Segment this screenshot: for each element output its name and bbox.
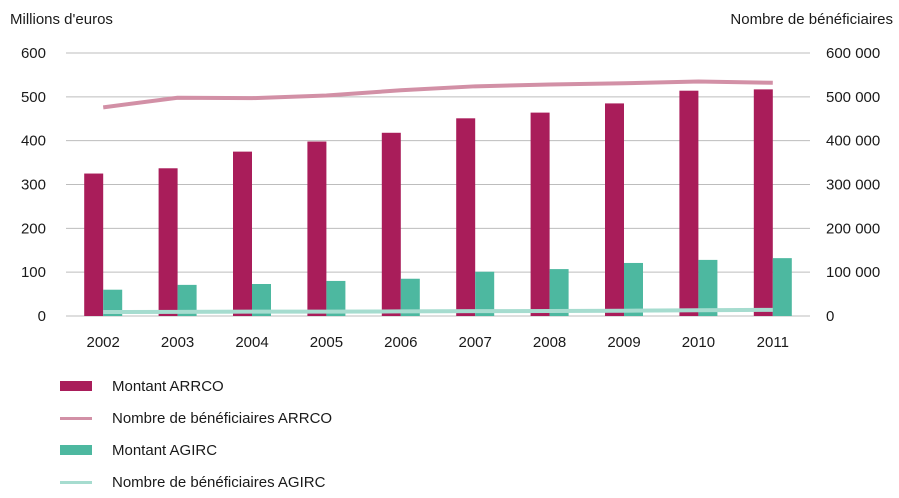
bar-montant-agirc bbox=[772, 258, 792, 316]
right-tick-label: 100 000 bbox=[826, 264, 880, 281]
bar-group bbox=[84, 89, 792, 317]
left-axis-title: Millions d'euros bbox=[10, 11, 113, 28]
legend-swatch-beneficiaires-arrco bbox=[60, 416, 92, 420]
x-tick-label: 2008 bbox=[533, 334, 566, 351]
line-group bbox=[102, 79, 773, 315]
left-tick-label: 200 bbox=[21, 220, 46, 237]
bar-montant-agirc bbox=[177, 284, 197, 316]
legend-label-beneficiaires-agirc: Nombre de bénéficiaires AGIRC bbox=[112, 473, 326, 491]
legend-label-beneficiaires-arrco: Nombre de bénéficiaires ARRCO bbox=[112, 409, 333, 427]
left-tick-label: 0 bbox=[38, 308, 46, 325]
left-tick-label: 400 bbox=[21, 133, 46, 150]
x-axis-ticks: 2002 2003 2004 2005 2006 2007 2008 2009 2010 2011 bbox=[87, 334, 789, 351]
bar-montant-agirc bbox=[252, 284, 271, 316]
legend-item-montant-agirc: Montant AGIRC bbox=[60, 434, 332, 466]
bar-montant-arrco bbox=[456, 118, 476, 316]
x-tick-label: 2006 bbox=[384, 334, 417, 351]
left-axis-ticks: 0 100 200 300 400 500 600 bbox=[21, 45, 46, 325]
right-tick-label: 600 000 bbox=[826, 45, 880, 62]
right-tick-label: 0 bbox=[826, 308, 834, 325]
legend-label-montant-agirc: Montant AGIRC bbox=[112, 441, 218, 459]
left-tick-label: 300 bbox=[21, 177, 46, 194]
bar-montant-arrco bbox=[307, 141, 327, 316]
x-tick-label: 2011 bbox=[757, 334, 789, 351]
bar-montant-arrco bbox=[381, 132, 401, 316]
series-line bbox=[103, 307, 773, 315]
chart: Millions d'euros Nombre de bénéficiaires… bbox=[10, 11, 893, 351]
legend-item-montant-arrco: Montant ARRCO bbox=[60, 370, 332, 402]
bar-montant-arrco bbox=[605, 103, 624, 317]
bar-montant-agirc bbox=[624, 262, 643, 316]
bar-montant-agirc bbox=[475, 271, 495, 316]
x-tick-label: 2003 bbox=[161, 334, 194, 351]
legend-swatch-montant-agirc bbox=[60, 445, 92, 455]
left-tick-label: 100 bbox=[21, 264, 46, 281]
bar-montant-agirc bbox=[326, 280, 346, 316]
bar-montant-arrco bbox=[679, 90, 699, 317]
legend-swatch-montant-arrco bbox=[60, 381, 92, 391]
x-tick-label: 2002 bbox=[87, 334, 120, 351]
legend-label-montant-arrco: Montant ARRCO bbox=[112, 377, 224, 395]
bar-montant-arrco bbox=[530, 112, 550, 316]
x-tick-label: 2009 bbox=[607, 334, 640, 351]
bar-montant-arrco bbox=[233, 151, 252, 316]
right-axis-ticks: 0 100 000 200 000 300 000 400 000 500 000 600 … bbox=[826, 45, 880, 325]
bar-montant-arrco bbox=[84, 173, 104, 316]
right-tick-label: 200 000 bbox=[826, 220, 880, 237]
legend-item-beneficiaires-agirc: Nombre de bénéficiaires AGIRC bbox=[60, 466, 332, 498]
x-tick-label: 2007 bbox=[459, 334, 492, 351]
left-tick-label: 500 bbox=[21, 89, 46, 106]
bar-montant-agirc bbox=[698, 259, 718, 316]
x-tick-label: 2005 bbox=[310, 334, 343, 351]
series-line bbox=[102, 79, 773, 110]
right-tick-label: 400 000 bbox=[826, 133, 880, 150]
bar-montant-agirc bbox=[549, 269, 569, 316]
bar-montant-agirc bbox=[103, 289, 123, 316]
right-axis-title: Nombre de bénéficiaires bbox=[730, 11, 893, 28]
bar-montant-agirc bbox=[400, 278, 420, 316]
right-tick-label: 500 000 bbox=[826, 89, 880, 106]
x-tick-label: 2010 bbox=[682, 334, 715, 351]
legend: Montant ARRCO Nombre de bénéficiaires AR… bbox=[60, 370, 332, 498]
left-tick-label: 600 bbox=[21, 45, 46, 62]
x-tick-label: 2004 bbox=[235, 334, 268, 351]
legend-swatch-beneficiaires-agirc bbox=[60, 480, 92, 484]
legend-item-beneficiaires-arrco: Nombre de bénéficiaires ARRCO bbox=[60, 402, 332, 434]
bar-montant-arrco bbox=[158, 168, 178, 316]
right-tick-label: 300 000 bbox=[826, 177, 880, 194]
bar-montant-arrco bbox=[753, 89, 773, 316]
